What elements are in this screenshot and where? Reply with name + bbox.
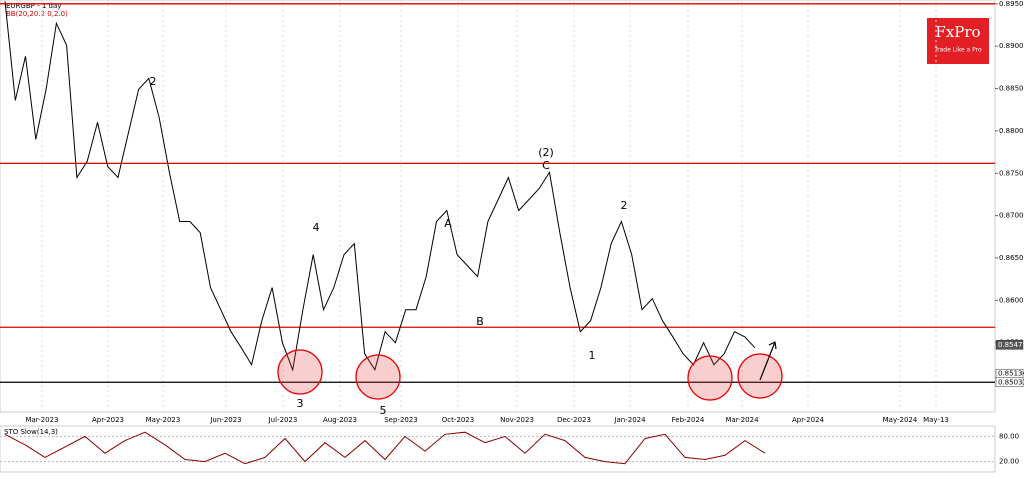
tagline: Trade Like a Pro: [933, 47, 982, 54]
price-line: [4, 1, 756, 372]
wave-label: 1: [589, 349, 596, 362]
highlight-circle: [277, 349, 323, 395]
wave-label: 5: [380, 404, 387, 417]
wave-label: (2): [538, 146, 554, 159]
wave-label: A: [444, 217, 452, 230]
x-tick-label: May-13: [923, 416, 949, 424]
price-label: 0.85134: [998, 370, 1024, 378]
price-label-box: [995, 377, 1024, 388]
x-tick-label: May-2023: [146, 416, 181, 424]
plot-frame: [0, 0, 996, 413]
x-tick-label: Dec-2023: [557, 416, 591, 424]
x-tick-label: Oct-2023: [442, 416, 474, 424]
oscillator-line: [4, 431, 766, 465]
highlight-circle: [687, 355, 733, 401]
price-label: 0.85475: [998, 341, 1024, 349]
x-tick-label: Jun-2023: [209, 416, 241, 424]
logo: FxPro: [935, 23, 980, 41]
chart-title: EURGBP - 1 day: [6, 2, 61, 10]
x-tick-label: May-2024: [883, 416, 918, 424]
x-tick-label: Apr-2024: [792, 416, 825, 424]
price-label: 0.85033: [998, 378, 1024, 386]
osc-tick-label: 20.00: [999, 458, 1019, 466]
x-tick-label: Aug-2023: [323, 416, 357, 424]
highlight-circle: [355, 354, 401, 400]
osc-tick-label: 80.00: [999, 432, 1019, 440]
wave-label: C: [542, 159, 550, 172]
oscillator-frame: [0, 425, 996, 473]
y-tick-label: 0.86000: [999, 296, 1024, 304]
indicator-label: BB(20,20.2 0,2.0): [6, 10, 68, 18]
x-tick-label: Sep-2023: [384, 416, 418, 424]
highlight-circle: [737, 353, 783, 399]
x-tick-label: Mar-2024: [725, 416, 759, 424]
x-tick-label: Feb-2024: [672, 416, 705, 424]
x-tick-label: Nov-2023: [500, 416, 534, 424]
oscillator-title: STO Slow(14,3): [4, 428, 58, 436]
x-tick-label: Apr-2023: [92, 416, 124, 424]
x-tick-label: Jan-2024: [613, 416, 646, 424]
wave-label: B: [476, 315, 484, 328]
wave-label: 3: [297, 397, 304, 410]
wave-label: 2: [150, 75, 157, 88]
wave-label: 4: [313, 221, 320, 234]
arrow: [759, 341, 777, 381]
logo-box: [927, 18, 989, 64]
wave-label: 2: [621, 199, 628, 212]
x-tick-label: Mar-2023: [25, 416, 58, 424]
x-tick-label: Jul-2023: [268, 416, 298, 424]
price-label-box: [995, 340, 1024, 350]
